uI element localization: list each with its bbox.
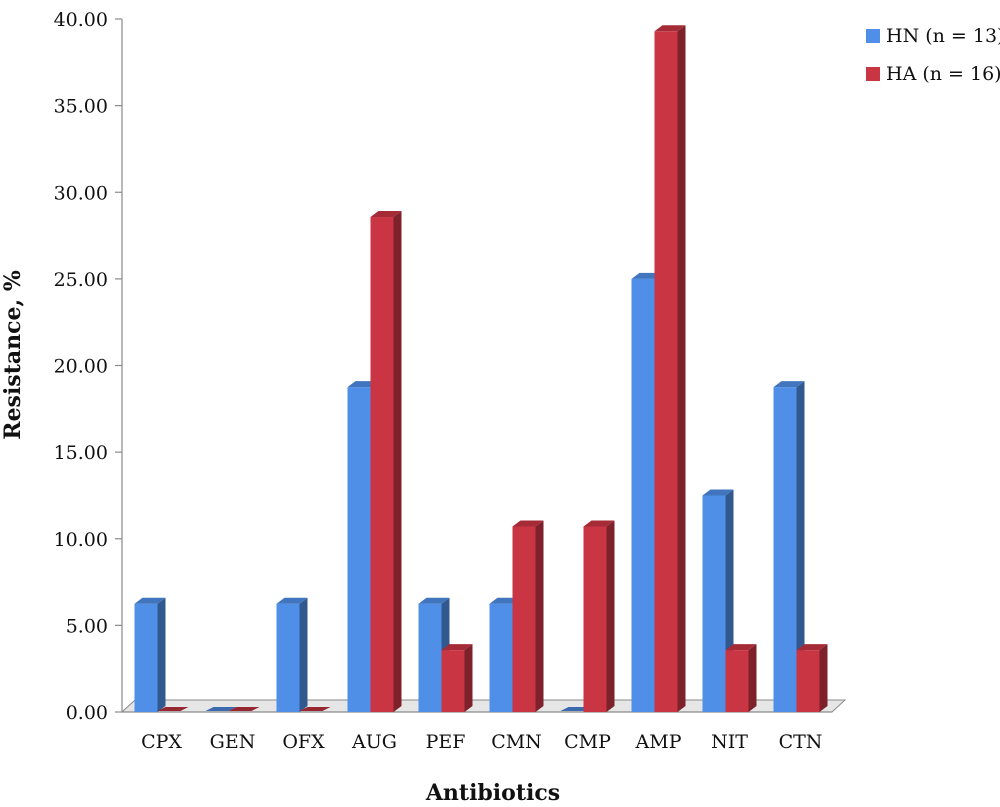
bar-ha-aug [370, 211, 402, 712]
x-tick-label: OFX [282, 731, 325, 753]
bar-front [134, 603, 158, 712]
bar-zero [228, 707, 260, 711]
bar-front [276, 603, 300, 712]
bar-ha-cmp [583, 520, 615, 712]
bar-top [583, 520, 615, 527]
y-tick-label: 35.00 [54, 96, 108, 118]
bar-front [796, 650, 820, 712]
bar-side [299, 597, 308, 712]
bar-front [725, 650, 749, 712]
bar-side [393, 211, 402, 712]
x-tick-label: NIT [711, 731, 748, 753]
bars [134, 25, 828, 712]
bar-zero [205, 707, 237, 711]
bar-ha-cpx [157, 707, 189, 711]
x-tick-label: CPX [141, 731, 182, 753]
x-tick-label: PEF [426, 731, 466, 753]
bar-hn-ofx [276, 597, 308, 712]
bar-top [702, 489, 734, 496]
bar-ha-cmn [512, 520, 544, 712]
y-tick-label: 10.00 [54, 529, 108, 551]
bar-side [796, 381, 805, 712]
bar-zero [157, 707, 189, 711]
bar-top [654, 25, 686, 32]
bar-top [276, 597, 308, 604]
bar-front [631, 278, 655, 712]
x-axis-label: Antibiotics [425, 780, 560, 806]
x-tick-label: AUG [351, 731, 397, 753]
y-tick-label: 30.00 [54, 182, 108, 204]
bar-front [512, 526, 536, 712]
legend-swatch [866, 29, 880, 43]
x-tick-labels: CPX GEN OFX AUG PEF CMN CMP AMP NIT CTN [141, 731, 822, 753]
x-tick-label: CTN [779, 731, 823, 753]
bar-front [441, 650, 465, 712]
bar-hn-cpx [134, 597, 166, 712]
y-tick-labels: 0.00 5.00 10.00 15.00 20.00 25.00 30.00 35.00 40… [54, 9, 122, 724]
bar-front [583, 526, 607, 712]
bar-top [134, 597, 166, 604]
bar-side [157, 597, 166, 712]
bar-top [370, 211, 402, 218]
y-tick-label: 0.00 [66, 702, 108, 724]
bar-side [677, 25, 686, 712]
bar-side [606, 520, 615, 712]
bar-front [773, 387, 797, 712]
bar-side [819, 644, 828, 712]
bar-top [441, 644, 473, 651]
bar-ha-ctn [796, 644, 828, 712]
legend-label: HA (n = 16) [886, 63, 1000, 85]
y-tick-label: 5.00 [66, 615, 108, 637]
x-tick-label: CMP [564, 731, 611, 753]
bar-front [370, 217, 394, 712]
bar-top [725, 644, 757, 651]
bar-zero [299, 707, 331, 711]
bar-ha-amp [654, 25, 686, 712]
bar-front [347, 387, 371, 712]
legend-swatch [866, 67, 880, 81]
x-tick-label: CMN [491, 731, 542, 753]
bar-front [654, 31, 678, 712]
bar-hn-ctn [773, 381, 805, 712]
bar-side [748, 644, 757, 712]
x-tick-label: AMP [635, 731, 682, 753]
bar-top [418, 597, 450, 604]
legend-label: HN (n = 13) [886, 25, 1000, 47]
y-tick-label: 15.00 [54, 442, 108, 464]
x-tick-label: GEN [210, 731, 256, 753]
bar-ha-ofx [299, 707, 331, 711]
y-tick-label: 25.00 [54, 269, 108, 291]
bar-front [702, 495, 726, 712]
bar-front [489, 603, 513, 712]
bar-hn-gen [205, 707, 237, 711]
bar-ha-pef [441, 644, 473, 712]
bar-side [535, 520, 544, 712]
y-tick-label: 40.00 [54, 9, 108, 31]
bar-front [418, 603, 442, 712]
bar-side [464, 644, 473, 712]
bar-top [773, 381, 805, 388]
bar-top [796, 644, 828, 651]
bar-ha-gen [228, 707, 260, 711]
bar-top [512, 520, 544, 527]
y-axis-label: Resistance, % [0, 270, 26, 440]
y-tick-label: 20.00 [54, 356, 108, 378]
legend: HN (n = 13) HA (n = 16) [866, 25, 1000, 85]
bar-ha-nit [725, 644, 757, 712]
